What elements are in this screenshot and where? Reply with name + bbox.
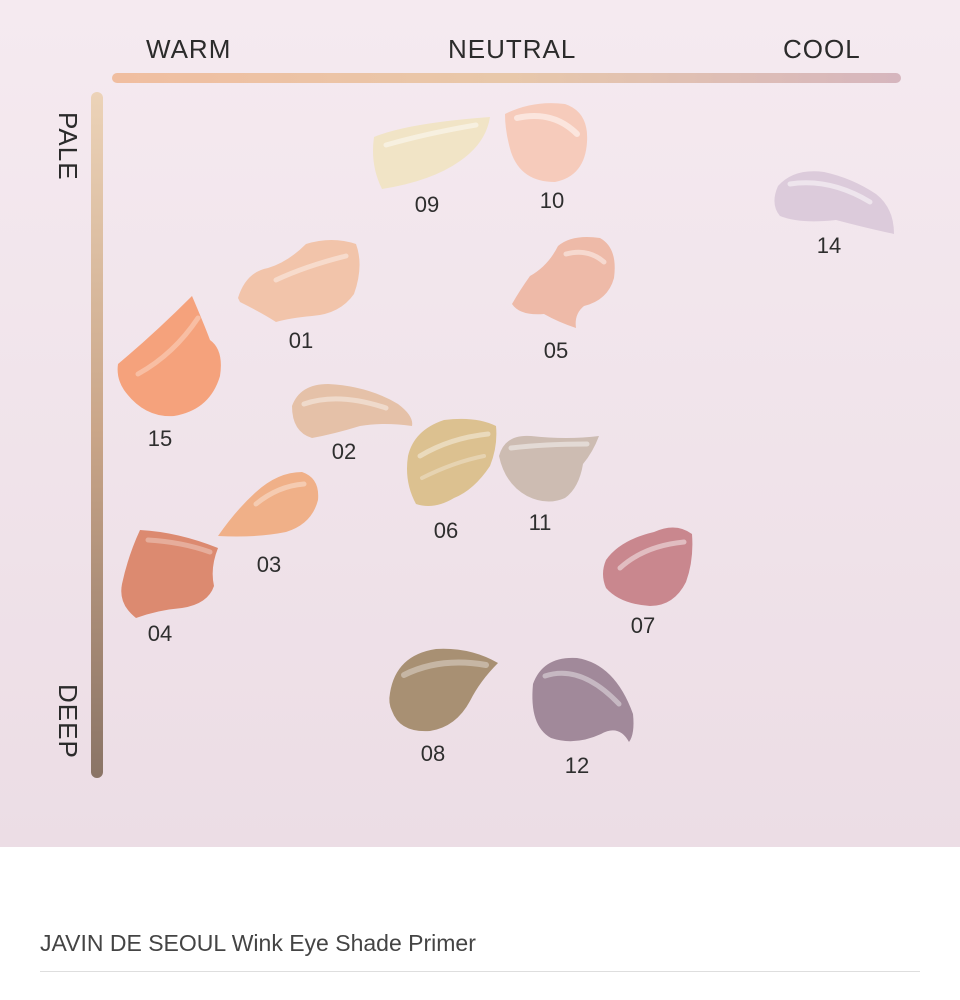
shade-number-14: 14 — [816, 233, 842, 258]
shade-number-11: 11 — [528, 510, 552, 535]
swatch-07[interactable] — [600, 520, 694, 608]
axis-label-pale: PALE — [53, 112, 83, 181]
pale-deep-gradient-bar — [91, 92, 103, 778]
swatch-12[interactable] — [529, 654, 637, 746]
shade-number-03: 03 — [256, 552, 282, 577]
swatch-09[interactable] — [368, 115, 492, 193]
shade-number-07: 07 — [630, 613, 656, 638]
shade-number-10: 10 — [539, 188, 565, 213]
swatch-10[interactable] — [503, 100, 589, 184]
swatch-08[interactable] — [386, 645, 500, 735]
swatch-04[interactable] — [118, 528, 220, 620]
shade-number-02: 02 — [331, 439, 357, 464]
swatch-11[interactable] — [497, 432, 601, 506]
shade-number-06: 06 — [433, 518, 459, 543]
swatch-06[interactable] — [404, 416, 500, 510]
shade-number-15: 15 — [147, 426, 173, 451]
axis-label-deep: DEEP — [53, 684, 83, 759]
product-title: JAVIN DE SEOUL Wink Eye Shade Primer — [40, 930, 476, 956]
swatch-15[interactable] — [114, 294, 226, 418]
swatch-02[interactable] — [288, 382, 416, 442]
shade-number-12: 12 — [564, 753, 590, 778]
axis-label-neutral: NEUTRAL — [448, 34, 577, 64]
footer-divider — [40, 971, 920, 972]
axis-label-warm: WARM — [146, 34, 232, 64]
warm-cool-gradient-bar — [112, 73, 901, 83]
shade-number-05: 05 — [543, 338, 569, 363]
shade-number-09: 09 — [414, 192, 440, 217]
shade-number-04: 04 — [147, 621, 173, 646]
swatch-14[interactable] — [770, 168, 896, 238]
shade-number-08: 08 — [420, 741, 446, 766]
swatch-05[interactable] — [508, 234, 618, 330]
axis-label-cool: COOL — [783, 34, 861, 64]
swatch-03[interactable] — [216, 470, 320, 540]
shade-chart: WARM NEUTRAL COOL PALE DEEP 09 10 14 01 … — [0, 0, 960, 847]
shade-number-01: 01 — [288, 328, 314, 353]
swatch-01[interactable] — [236, 236, 364, 324]
